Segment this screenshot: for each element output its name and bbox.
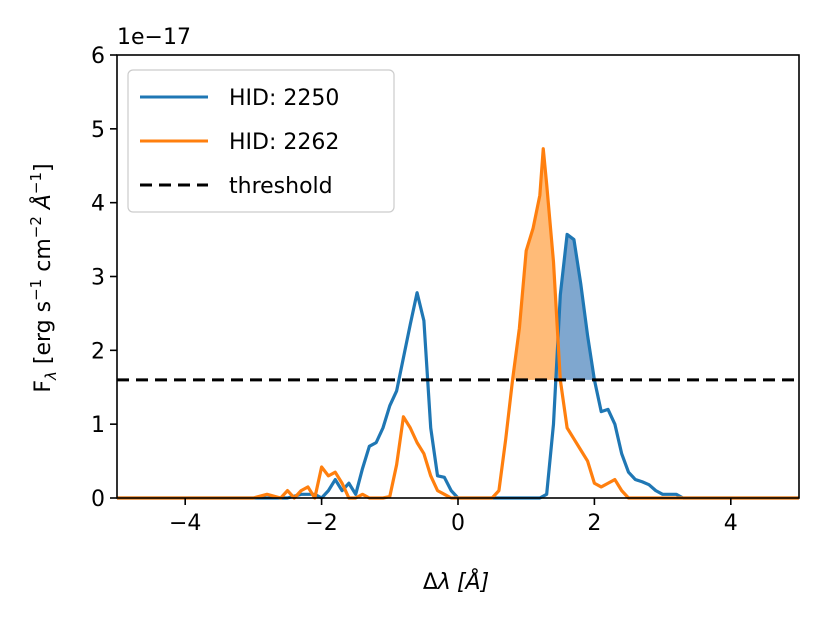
x-tick-label: 0 <box>451 511 465 536</box>
x-axis-ticks: −4 −2 0 2 4 <box>169 498 738 536</box>
y-axis-label-sup2: −2 <box>27 216 45 238</box>
y-axis-label-close: ] <box>31 163 56 172</box>
y-tick-label: 2 <box>91 339 105 364</box>
legend-label-hid-2262: HID: 2262 <box>229 130 339 155</box>
legend-box <box>127 69 395 213</box>
x-tick-label: 4 <box>724 511 738 536</box>
y-axis-label-angstrom: Å <box>29 194 56 216</box>
y-tick-label: 6 <box>91 44 105 69</box>
y-axis-ticks: 0 1 2 3 4 5 6 <box>91 44 117 512</box>
legend: HID: 2250 HID: 2262 threshold <box>127 69 395 213</box>
y-offset-text: 1e−17 <box>117 25 191 50</box>
y-tick-label: 1 <box>91 413 105 438</box>
y-axis-label: Fλ [erg s−1 cm−2 Å−1] <box>27 163 60 392</box>
x-axis-label-lambda: λ <box>437 570 451 595</box>
y-axis-label-f: F <box>31 380 56 393</box>
y-tick-label: 0 <box>91 487 105 512</box>
x-tick-label: 2 <box>587 511 601 536</box>
y-tick-label: 4 <box>91 192 105 217</box>
y-axis-label-cm: cm <box>31 238 56 279</box>
y-axis-label-sup3: −1 <box>27 172 45 194</box>
legend-label-threshold: threshold <box>229 174 333 199</box>
y-axis-label-sub: λ <box>42 371 60 381</box>
x-axis-label-delta: Δ <box>423 570 438 595</box>
x-axis-label: Δλ [Å] <box>423 568 489 595</box>
x-tick-label: −2 <box>305 511 337 536</box>
fill-area-2 <box>555 234 595 380</box>
y-tick-label: 3 <box>91 266 105 291</box>
legend-label-hid-2250: HID: 2250 <box>229 86 339 111</box>
y-axis-label-sup1: −1 <box>27 279 45 301</box>
y-tick-label: 5 <box>91 118 105 143</box>
x-axis-label-unit: [Å] <box>457 568 489 595</box>
x-tick-label: −4 <box>169 511 201 536</box>
y-axis-label-unit: [erg s <box>31 301 56 371</box>
